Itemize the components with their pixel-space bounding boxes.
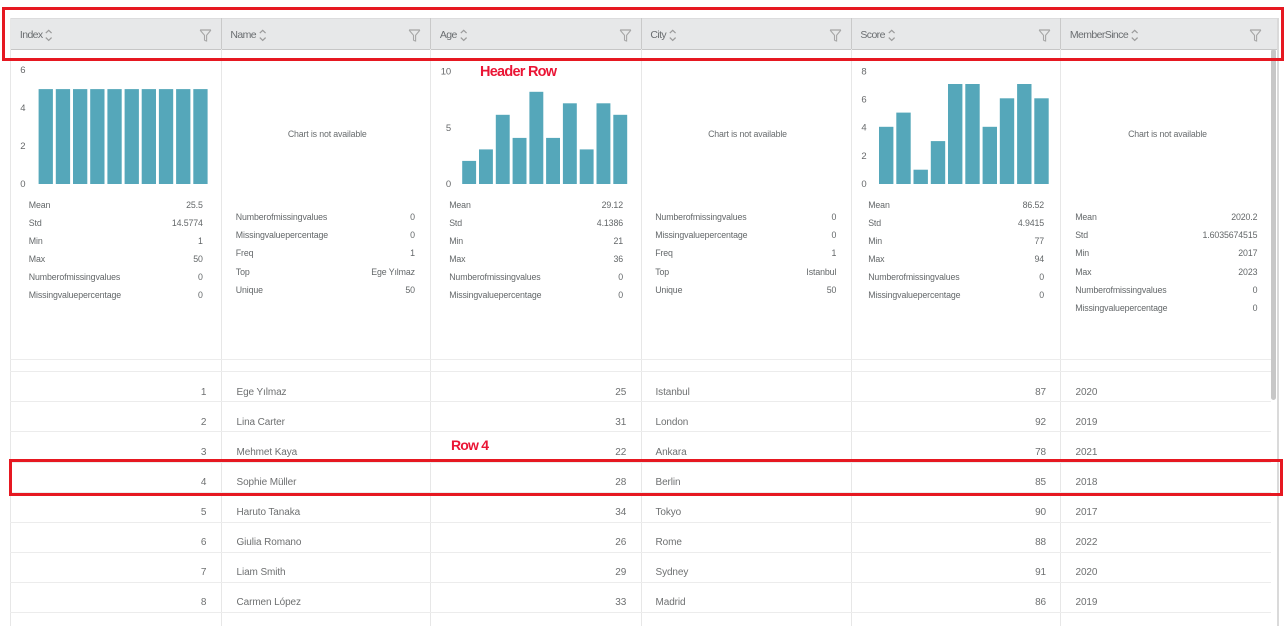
svg-text:8: 8 — [861, 66, 866, 77]
svg-text:2: 2 — [20, 141, 25, 152]
svg-text:5: 5 — [446, 122, 451, 133]
svg-text:6: 6 — [20, 64, 25, 75]
svg-text:2: 2 — [861, 151, 866, 162]
svg-text:6: 6 — [861, 94, 866, 105]
svg-text:4: 4 — [861, 122, 866, 133]
svg-text:4: 4 — [20, 103, 25, 114]
svg-text:0: 0 — [861, 179, 866, 190]
svg-text:10: 10 — [441, 66, 451, 77]
svg-text:0: 0 — [20, 179, 25, 190]
svg-text:0: 0 — [446, 179, 451, 190]
